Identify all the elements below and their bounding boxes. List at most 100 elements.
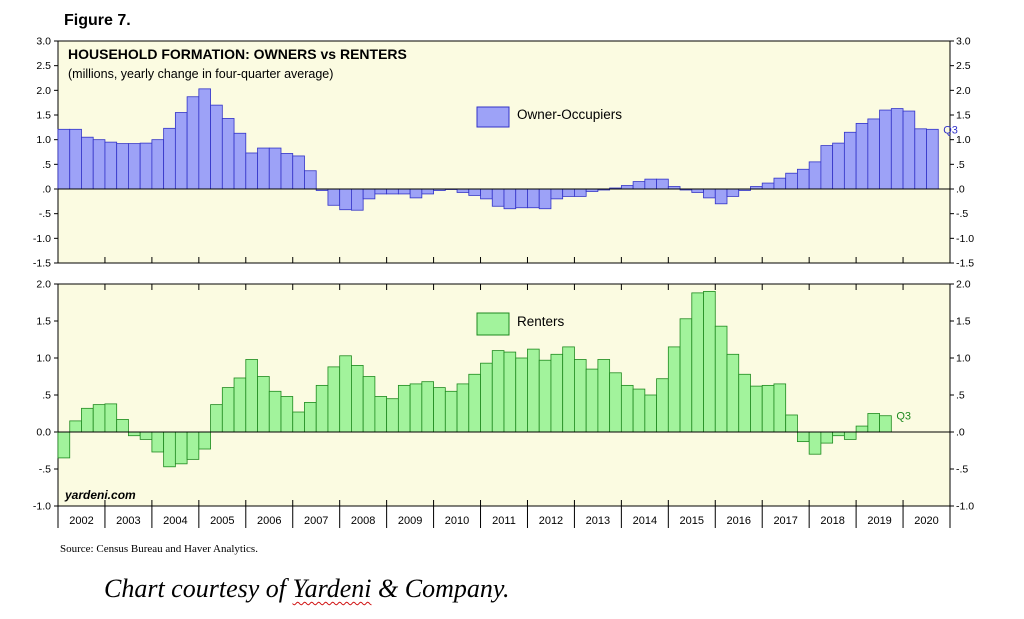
- bar: [527, 348, 540, 433]
- bar: [456, 383, 470, 433]
- bar: [656, 378, 669, 433]
- bar: [808, 161, 822, 190]
- bar: [480, 362, 493, 433]
- bar: [163, 127, 176, 190]
- y-tick-label-left: 3.0: [36, 36, 51, 48]
- y-tick-label-right: 2.0: [956, 85, 971, 97]
- bar: [92, 139, 106, 190]
- bar: [221, 387, 235, 433]
- y-tick-label-left: -1.5: [33, 258, 51, 270]
- bar: [785, 414, 798, 433]
- bar: [397, 188, 411, 195]
- end-label: Q3: [896, 411, 911, 423]
- bar: [667, 346, 681, 433]
- watermark: yardeni.com: [64, 488, 136, 502]
- bar: [468, 188, 481, 196]
- courtesy-name: Yardeni: [292, 574, 372, 603]
- legend-label-owners: Owner-Occupiers: [517, 107, 622, 122]
- x-year-label: 2014: [633, 515, 657, 527]
- bar: [433, 387, 446, 433]
- bar: [867, 413, 880, 433]
- bar: [914, 128, 927, 190]
- y-tick-label-left: .5: [42, 159, 51, 171]
- bar: [879, 415, 892, 433]
- bar: [691, 292, 704, 433]
- bar: [69, 420, 82, 433]
- bar: [327, 188, 341, 206]
- y-tick-label-right: 1.0: [956, 134, 971, 146]
- bar: [620, 384, 634, 433]
- y-tick-label-right: 1.5: [956, 110, 971, 122]
- figure-label: Figure 7.: [64, 12, 131, 29]
- bar: [491, 188, 505, 207]
- end-label: Q3: [943, 124, 958, 136]
- bar: [174, 112, 188, 190]
- bar: [257, 376, 270, 433]
- y-tick-label-left: -1.0: [33, 501, 51, 513]
- courtesy-note: Chart courtesy of Yardeni & Company.: [104, 574, 509, 604]
- bar: [57, 431, 71, 459]
- bar: [785, 172, 798, 190]
- y-tick-label-left: 2.0: [36, 85, 51, 97]
- bar: [268, 390, 282, 433]
- bar: [773, 177, 787, 190]
- bar: [820, 431, 834, 444]
- bar: [104, 141, 118, 190]
- x-year-label: 2009: [398, 515, 422, 527]
- bar: [362, 376, 376, 433]
- chart-subtitle: (millions, yearly change in four-quarter…: [68, 67, 333, 81]
- y-tick-label-right: 1.5: [956, 316, 971, 328]
- bar: [644, 394, 657, 433]
- bar: [327, 366, 341, 433]
- owners-panel: 3.0 2.5 2.0 1.5 1.0 .5 .0 -.5 -1.0 -1.5 3.0 2.5 2.0 1…: [33, 36, 974, 270]
- bar: [292, 155, 305, 190]
- bar: [515, 357, 528, 433]
- bar: [456, 188, 470, 193]
- y-tick-label-right: .5: [956, 390, 965, 402]
- bar: [116, 419, 129, 433]
- bar: [562, 346, 575, 433]
- bar: [585, 368, 599, 433]
- bar: [738, 373, 751, 433]
- bar: [515, 188, 528, 209]
- bar: [855, 122, 869, 190]
- bar: [444, 390, 458, 433]
- y-tick-label-left: 1.0: [36, 134, 51, 146]
- bar: [703, 290, 716, 433]
- x-axis: 2002 2003 2004 2005 2006 2007 2008 2009 2010 2011…: [57, 506, 951, 528]
- bar: [890, 108, 904, 190]
- source-note: Source: Census Bureau and Haver Analytic…: [60, 543, 258, 555]
- bar: [574, 359, 587, 433]
- bar: [139, 431, 153, 440]
- x-year-label: 2020: [914, 515, 938, 527]
- bar: [714, 325, 728, 433]
- bar: [879, 109, 892, 190]
- y-tick-label-right: -1.5: [956, 258, 974, 270]
- x-year-label: 2005: [210, 515, 234, 527]
- x-year-label: 2017: [773, 515, 797, 527]
- y-tick-label-left: 1.0: [36, 353, 51, 365]
- y-tick-label-left: .0: [42, 184, 51, 196]
- y-tick-label-left: 0.0: [36, 427, 51, 439]
- y-tick-label-left: 1.5: [36, 110, 51, 122]
- bar: [574, 188, 587, 197]
- bar: [374, 396, 388, 433]
- household-formation-chart: 3.0 2.5 2.0 1.5 1.0 .5 .0 -.5 -1.0 -1.5 3.0 2.5 2.0 1…: [33, 36, 974, 528]
- bar: [538, 188, 552, 210]
- renters-panel: 2.0 1.5 1.0 .5 0.0 -.5 -1.0 2.0 1.5 1.0 .5 .0 -.5 -1.…: [33, 279, 974, 513]
- bar: [797, 168, 810, 190]
- bar: [151, 431, 165, 453]
- bar: [174, 431, 188, 465]
- x-year-label: 2006: [257, 515, 281, 527]
- x-year-label: 2004: [163, 515, 187, 527]
- bar: [527, 188, 540, 209]
- bar: [421, 188, 434, 195]
- bar: [198, 88, 211, 190]
- bar: [550, 353, 564, 433]
- y-tick-label-left: 2.5: [36, 60, 51, 72]
- bar: [468, 373, 481, 433]
- x-year-label: 2008: [351, 515, 375, 527]
- bar: [186, 431, 200, 460]
- bar: [304, 170, 317, 190]
- bar: [292, 411, 305, 433]
